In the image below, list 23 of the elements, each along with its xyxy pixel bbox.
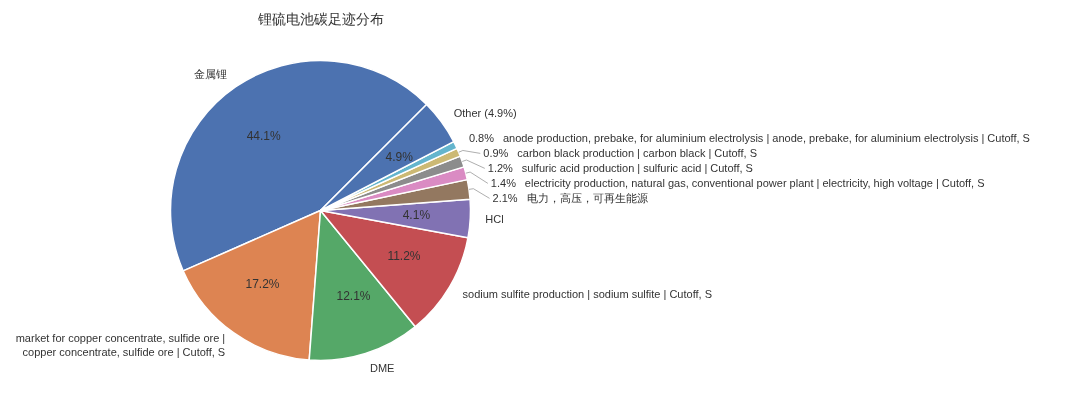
data-label: 0.8% xyxy=(468,132,495,145)
slice-label: sulfuric acid production | sulfuric acid | Cutoff, S xyxy=(521,162,753,175)
slice-label: electricity production, natural gas, conventional power plant | electricity, high voltage | Cutoff, S xyxy=(524,177,985,190)
data-label: 0.9% xyxy=(483,147,509,160)
slice-label: anode production, prebake, for aluminium electrolysis | anode, prebake, for aluminium electrolysis | Cutoff, S xyxy=(502,132,1030,145)
data-label: 17.2% xyxy=(245,276,280,291)
slice-label: Other (4.9%) xyxy=(453,107,517,120)
slice-label: 金属锂 xyxy=(194,68,228,81)
slice-label: DME xyxy=(370,361,395,374)
slice-label: sodium sulfite production | sodium sulfite | Cutoff, S xyxy=(462,288,712,301)
slice-label: market for copper concentrate, sulfide ore | copper concentrate, sulfide ore | Cutoff, S xyxy=(15,332,226,359)
data-label: 11.2% xyxy=(387,249,421,264)
data-label: 4.1% xyxy=(402,208,431,223)
data-label: 2.1% xyxy=(492,192,518,205)
chart-title: 锂硫电池碳足迹分布 xyxy=(256,10,384,27)
slice-label: 电力，高压，可再生能源 xyxy=(526,192,648,205)
slice-label: HCl xyxy=(485,213,504,226)
slice-label: carbon black production | carbon black | Cutoff, S xyxy=(517,147,757,160)
data-label: 44.1% xyxy=(246,129,282,144)
data-label: 4.9% xyxy=(385,150,414,165)
data-label: 1.2% xyxy=(487,162,514,175)
data-label: 1.4% xyxy=(490,177,517,190)
data-label: 12.1% xyxy=(336,289,371,304)
